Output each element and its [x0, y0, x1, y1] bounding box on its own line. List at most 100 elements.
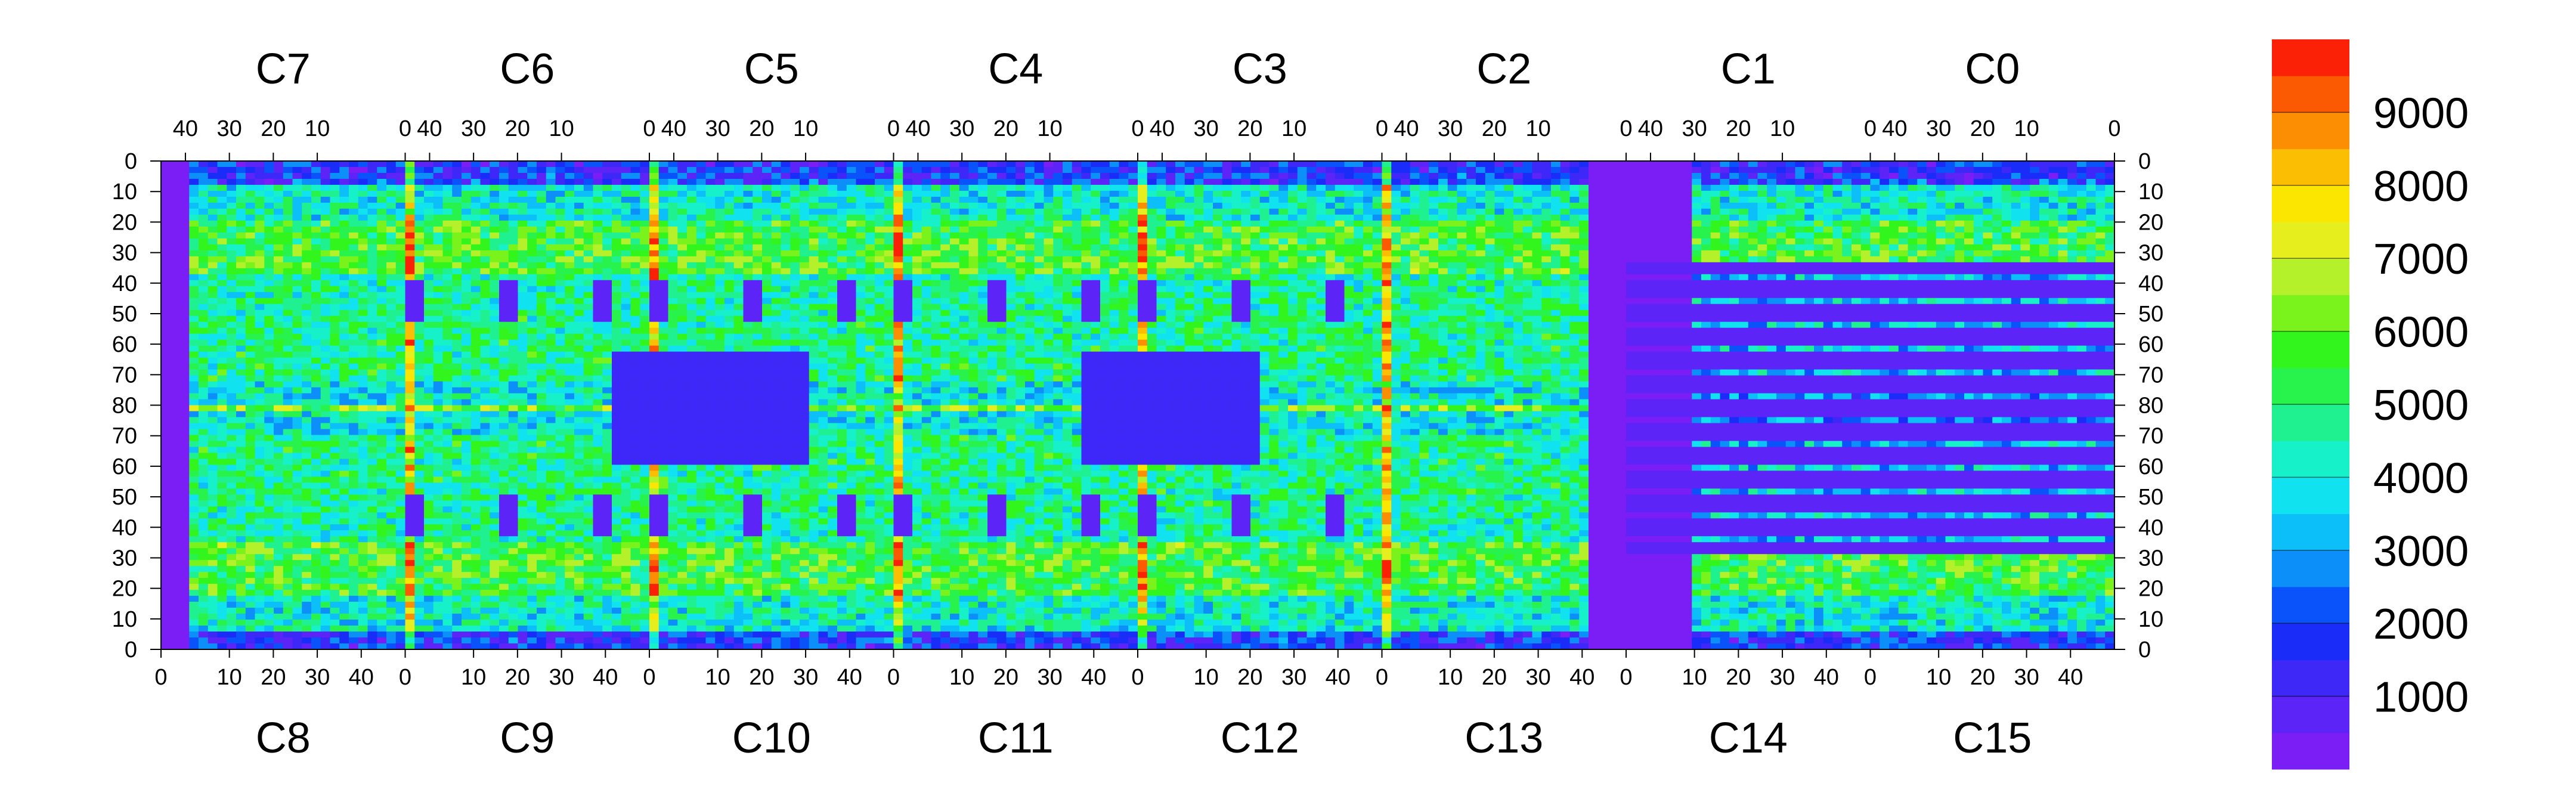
heatmap-cell [311, 423, 321, 429]
heatmap-cell [386, 530, 396, 536]
heatmap-cell [302, 227, 311, 233]
heatmap-cell [443, 334, 453, 340]
heatmap-cell [565, 560, 574, 566]
heatmap-cell [293, 560, 302, 566]
heatmap-cell [612, 578, 621, 584]
heatmap-cell [659, 417, 668, 423]
heatmap-cell [180, 304, 190, 310]
heatmap-cell [161, 394, 171, 400]
heatmap-cell [311, 209, 321, 215]
heatmap-cell [462, 584, 471, 590]
heatmap-cell [405, 322, 415, 328]
heatmap-cell [602, 173, 612, 179]
heatmap-cell [405, 400, 415, 405]
heatmap-cell [246, 322, 255, 328]
heatmap-cell [602, 227, 612, 233]
heatmap-cell [546, 400, 556, 405]
heatmap-cell [706, 316, 716, 322]
heatmap-cell [546, 411, 556, 417]
heatmap-cell [696, 524, 706, 530]
heatmap-cell [386, 423, 396, 429]
heatmap-cell [434, 482, 443, 488]
heatmap-cell [481, 560, 490, 566]
heatmap-cell [330, 554, 340, 560]
heatmap-cell [593, 233, 603, 239]
heatmap-cell [236, 465, 246, 470]
heatmap-cell [349, 304, 358, 310]
heatmap-cell [246, 405, 255, 411]
heatmap-cell [302, 643, 311, 649]
heatmap-cell [490, 197, 499, 203]
heatmap-cell [565, 233, 574, 239]
heatmap-cell [481, 482, 490, 488]
heatmap-cell [556, 447, 565, 453]
heatmap-cell [649, 376, 659, 382]
heatmap-cell [386, 334, 396, 340]
heatmap-cell [414, 239, 424, 244]
heatmap-cell [434, 602, 443, 608]
heatmap-cell [208, 280, 218, 286]
heatmap-cell [715, 334, 724, 340]
heatmap-cell [649, 394, 659, 400]
heatmap-cell [631, 470, 640, 476]
heatmap-cell [724, 602, 734, 608]
heatmap-cell [565, 530, 574, 536]
heatmap-cell [556, 530, 565, 536]
heatmap-cell [293, 506, 302, 512]
heatmap-cell [546, 578, 556, 584]
heatmap-cell [602, 274, 612, 280]
heatmap-cell [481, 488, 490, 494]
heatmap-cell [199, 239, 208, 244]
heatmap-cell [640, 221, 649, 227]
heatmap-cell [602, 292, 612, 298]
heatmap-cell [227, 316, 236, 322]
heatmap-cell [161, 512, 171, 518]
heatmap-cell [518, 590, 528, 596]
heatmap-cell [649, 298, 659, 304]
heatmap-cell [339, 453, 349, 459]
heatmap-cell [649, 560, 659, 566]
heatmap-cell [556, 370, 565, 376]
heatmap-cell [293, 262, 302, 268]
heatmap-cell [612, 608, 621, 614]
heatmap-cell [556, 352, 565, 358]
heatmap-cell [218, 227, 227, 233]
heatmap-cell [227, 185, 236, 191]
heatmap-cell [171, 388, 180, 394]
heatmap-cell [452, 572, 462, 578]
heatmap-cell [293, 298, 302, 304]
heatmap-cell [574, 470, 584, 476]
heatmap-cell [640, 596, 649, 602]
heatmap-cell [161, 602, 171, 608]
heatmap-cell [593, 167, 603, 173]
heatmap-cell [199, 643, 208, 649]
heatmap-cell [218, 488, 227, 494]
heatmap-cell [349, 500, 358, 506]
heatmap-cell [556, 179, 565, 185]
heatmap-cell [621, 244, 631, 250]
heatmap-cell [546, 518, 556, 524]
heatmap-cell [462, 548, 471, 554]
heatmap-cell [509, 417, 518, 423]
heatmap-cell [330, 173, 340, 179]
heatmap-cell [246, 536, 255, 542]
heatmap-cell [274, 536, 283, 542]
heatmap-cell [255, 620, 265, 626]
heatmap-cell [462, 423, 471, 429]
heatmap-cell [659, 262, 668, 268]
heatmap-cell [677, 494, 687, 500]
heatmap-cell [339, 310, 349, 316]
heatmap-cell [236, 441, 246, 447]
heatmap-cell [621, 215, 631, 221]
heatmap-cell [649, 643, 659, 649]
heatmap-cell [706, 388, 716, 394]
heatmap-cell [518, 518, 528, 524]
heatmap-cell [424, 167, 434, 173]
heatmap-cell [236, 191, 246, 197]
heatmap-cell [499, 476, 509, 482]
heatmap-cell [414, 500, 424, 506]
heatmap-cell [330, 292, 340, 298]
heatmap-cell [311, 215, 321, 221]
heatmap-cell [649, 280, 659, 286]
heatmap-cell [255, 250, 265, 256]
